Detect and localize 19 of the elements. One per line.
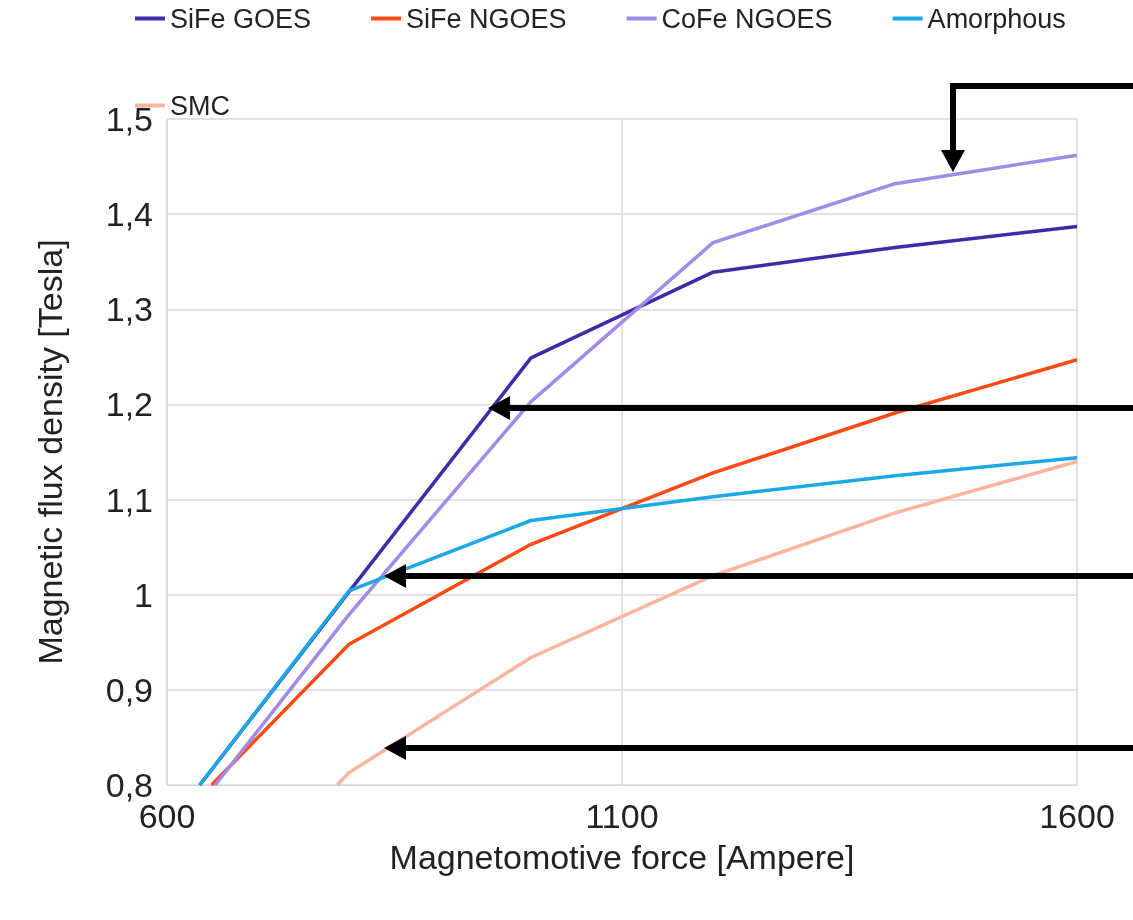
line-series xyxy=(198,455,1079,787)
y-tick-label: 1,3 xyxy=(105,290,153,329)
legend-label: SiFe GOES xyxy=(170,3,312,34)
x-tick-label: 1600 xyxy=(1039,797,1115,835)
y-tick-label: 1,2 xyxy=(105,385,153,424)
y-tick-label: 1,5 xyxy=(105,100,153,138)
y-tick-label: 1,4 xyxy=(105,195,153,234)
y-tick-label: 0,9 xyxy=(105,670,153,709)
y-axis-title: Magnetic flux density [Tesla] xyxy=(31,239,69,665)
y-tick-label: 1,1 xyxy=(105,480,153,519)
x-tick-label: 1100 xyxy=(585,797,659,835)
line-series xyxy=(335,459,1079,787)
legend-label: CoFe NGOES xyxy=(661,3,833,34)
legend-label: SMC xyxy=(170,90,230,121)
y-tick-label: 1 xyxy=(134,575,153,614)
legend-label: SiFe NGOES xyxy=(406,3,567,34)
x-axis-title: Magnetomotive force [Ampere] xyxy=(389,838,855,876)
legend-label: Amorphous xyxy=(927,3,1066,34)
line-series xyxy=(209,357,1079,787)
